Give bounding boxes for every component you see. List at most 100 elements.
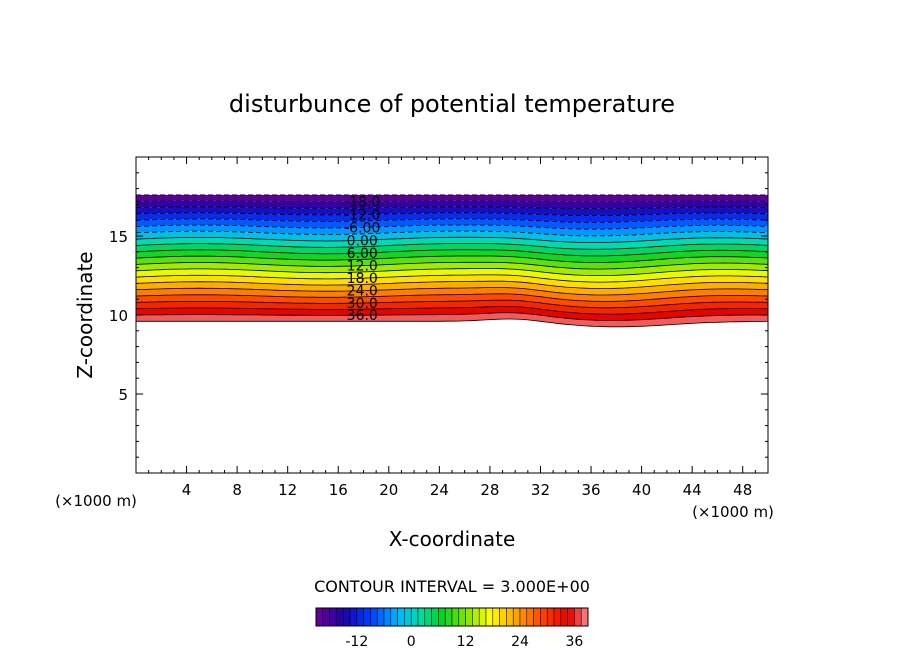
- x-tick-label: 48: [733, 481, 752, 499]
- y-tick-label: 5: [118, 386, 128, 404]
- colorbar-cell: [519, 607, 528, 627]
- contour-band: [136, 194, 768, 202]
- contour-labels: -18.0-12.0-6.000.006.0012.018.024.030.03…: [344, 194, 380, 324]
- colorbar-cell: [444, 607, 453, 627]
- colorbar-cell: [465, 607, 473, 627]
- colorbar-cell: [560, 607, 568, 627]
- colorbar-cell: [390, 607, 398, 627]
- chart-title: disturbunce of potential temperature: [229, 90, 675, 118]
- contour-line: [135, 255, 769, 263]
- contour-label: 24.0: [347, 284, 378, 300]
- colorbar-cell: [499, 607, 507, 627]
- colorbar-cell: [438, 607, 446, 627]
- x-tick-label: 12: [278, 481, 297, 499]
- contour-line: [135, 236, 769, 243]
- y-tick-label: 15: [109, 228, 128, 246]
- contour-band: [136, 312, 768, 327]
- colorbar-cell: [431, 607, 439, 627]
- contour-label: -12.0: [344, 208, 380, 224]
- plot-area: [136, 157, 768, 473]
- colorbar-cell: [370, 607, 378, 627]
- contour-lines: [135, 194, 769, 328]
- x-tick-label: 24: [430, 481, 449, 499]
- colorbar-cell: [533, 607, 541, 627]
- contour-band: [136, 256, 768, 270]
- contour-band: [136, 225, 768, 236]
- contour-band: [136, 212, 768, 223]
- contour-interval-text: CONTOUR INTERVAL = 3.000E+00: [314, 577, 590, 596]
- colorbar-cell: [342, 607, 351, 627]
- colorbar-cell: [424, 607, 432, 627]
- contour-band: [136, 231, 768, 243]
- colorbar-cell: [410, 607, 419, 627]
- contour-line: [136, 318, 769, 328]
- x-tick-label: 44: [683, 481, 702, 499]
- contour-line: [135, 287, 769, 296]
- contour-line: [135, 261, 769, 270]
- colorbar-cell: [540, 607, 548, 627]
- x-tick-label: 20: [379, 481, 398, 499]
- contour-line: [135, 230, 769, 237]
- colorbar-cell: [553, 607, 562, 627]
- contour-line: [135, 243, 769, 250]
- colorbar-cell: [349, 607, 358, 627]
- colorbar-cell: [485, 607, 494, 627]
- contour-line: [135, 206, 769, 210]
- contour-line: [135, 299, 769, 309]
- contour-line: [135, 212, 769, 216]
- contour-label: 6.00: [347, 246, 378, 262]
- contour-label: -18.0: [344, 194, 380, 210]
- contour-band: [136, 306, 768, 321]
- contour-band: [136, 262, 768, 276]
- colorbar-cell: [376, 607, 385, 627]
- contour-label: 0.00: [347, 233, 378, 249]
- contour-line: [135, 274, 769, 283]
- x-unit-label-left: (×1000 m): [55, 492, 137, 510]
- colorbar-cell: [329, 607, 337, 627]
- contour-label: 36.0: [347, 308, 378, 324]
- x-tick-label: 40: [632, 481, 651, 499]
- colorbar-cell: [506, 607, 514, 627]
- x-tick-label: 8: [232, 481, 242, 499]
- contour-line: [136, 200, 768, 203]
- colorbar-cell: [363, 607, 371, 627]
- colorbar-cell: [472, 607, 480, 627]
- colorbar-tick-label: -12: [345, 634, 368, 650]
- x-tick-label: 36: [581, 481, 600, 499]
- x-tick-label: 4: [182, 481, 192, 499]
- contour-band: [136, 300, 768, 315]
- contour-label: 30.0: [347, 296, 378, 312]
- colorbar-cell: [397, 607, 405, 627]
- colorbar-cell: [526, 607, 534, 627]
- colorbar-cell: [478, 607, 487, 627]
- contour-line: [135, 280, 769, 290]
- colorbar-tick-label: 12: [457, 634, 475, 650]
- colorbar-cell: [404, 607, 412, 627]
- x-axis-label: X-coordinate: [389, 527, 516, 551]
- colorbar-cell: [546, 607, 555, 627]
- colorbar-cell: [315, 607, 324, 627]
- colorbar-cell: [567, 607, 575, 627]
- colorbar-cell: [492, 607, 500, 627]
- contour-line: [135, 249, 769, 257]
- contour-band: [136, 200, 768, 209]
- contour-line: [135, 312, 769, 321]
- contour-band: [136, 268, 768, 283]
- colorbar-cell: [322, 607, 330, 627]
- colorbar-cell: [356, 607, 364, 627]
- contour-band: [136, 218, 768, 230]
- y-tick-label: 10: [109, 307, 128, 325]
- colorbar: -12 0 12 24 36: [315, 607, 589, 650]
- colorbar-cell: [512, 607, 521, 627]
- colorbar-frame: [315, 607, 589, 627]
- colorbar-cell: [417, 607, 426, 627]
- x-tick-label: 32: [531, 481, 550, 499]
- colorbar-tick-label: 24: [511, 634, 529, 650]
- contour-label: 12.0: [347, 259, 378, 275]
- contour-line: [135, 218, 769, 223]
- colorbar-cell: [580, 607, 589, 627]
- x-tick-label: 28: [480, 481, 499, 499]
- x-tick-label: 16: [329, 481, 348, 499]
